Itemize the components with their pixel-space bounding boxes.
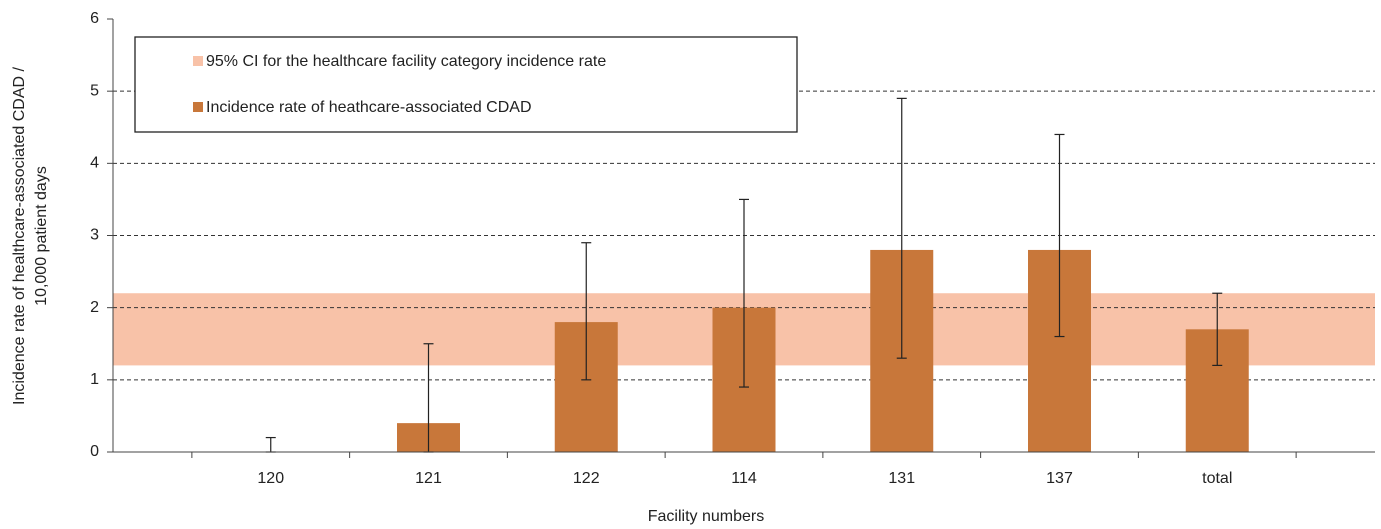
x-tick-label: 122 <box>573 470 600 487</box>
legend-swatch <box>193 102 203 112</box>
y-axis-label-line: Incidence rate of healthcare-associated … <box>11 66 28 405</box>
x-tick-label: total <box>1202 470 1232 487</box>
y-tick-label: 2 <box>90 299 99 316</box>
y-tick-label: 1 <box>90 371 99 388</box>
y-tick-label: 6 <box>90 10 99 27</box>
legend-label: 95% CI for the healthcare facility categ… <box>206 53 606 70</box>
legend-label: Incidence rate of heathcare-associated C… <box>206 99 532 116</box>
y-tick-label: 5 <box>90 82 99 99</box>
y-tick-label: 0 <box>90 443 99 460</box>
y-axis-label-line: 10,000 patient days <box>33 166 50 306</box>
x-tick-label: 120 <box>257 470 284 487</box>
x-tick-label: 114 <box>731 470 757 487</box>
legend-swatch <box>193 56 203 66</box>
x-axis-label: Facility numbers <box>648 508 764 525</box>
y-axis-label: Incidence rate of healthcare-associated … <box>11 66 50 405</box>
y-tick-label: 4 <box>90 155 99 172</box>
x-tick-label: 131 <box>888 470 915 487</box>
x-tick-label: 137 <box>1046 470 1073 487</box>
legend-box <box>134 36 798 133</box>
y-tick-label: 3 <box>90 227 99 244</box>
x-tick-label: 121 <box>415 470 442 487</box>
